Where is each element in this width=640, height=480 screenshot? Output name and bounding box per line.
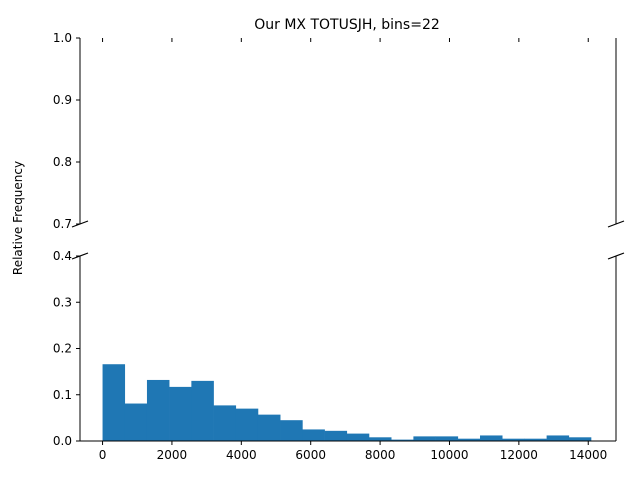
x-tick-label: 4000 — [226, 448, 257, 462]
histogram-bar — [346, 433, 370, 441]
y-tick-label: 0.3 — [53, 295, 72, 309]
y-tick-label: 0.1 — [53, 388, 72, 402]
x-tick-label: 8000 — [365, 448, 396, 462]
histogram-bar — [324, 430, 348, 441]
histogram-bar — [480, 435, 503, 441]
histogram-bar — [235, 408, 259, 441]
histogram-bar — [213, 405, 237, 441]
y-tick-label: 0.7 — [53, 217, 72, 231]
histogram-bar — [124, 403, 148, 441]
chart-title: Our MX TOTUSJH, bins=22 — [254, 17, 440, 33]
histogram-bar — [302, 429, 325, 441]
histogram-bar — [524, 438, 547, 441]
y-axis-label: Relative Frequency — [11, 161, 25, 275]
x-tick-label: 2000 — [157, 448, 188, 462]
histogram-bar — [435, 436, 459, 441]
histogram-bar — [257, 414, 281, 441]
break-mark — [71, 220, 89, 228]
histogram-bar — [169, 386, 192, 441]
histogram-bar — [568, 437, 592, 441]
y-tick-label: 0.9 — [53, 93, 72, 107]
histogram-bar — [546, 435, 570, 441]
axis-break-marks — [71, 220, 625, 260]
histogram-bar — [391, 439, 414, 441]
histogram-bar — [413, 436, 436, 441]
histogram-bar — [102, 364, 126, 441]
x-tick-label: 0 — [99, 448, 107, 462]
y-tick-label: 0.4 — [53, 249, 72, 263]
x-tick-label: 10000 — [430, 448, 468, 462]
histogram-bar — [280, 420, 303, 441]
x-tick-label: 12000 — [500, 448, 538, 462]
top-panel: 0.7 0.8 0.9 1.0 — [53, 31, 617, 231]
break-mark — [71, 252, 89, 260]
x-tick-label: 6000 — [295, 448, 326, 462]
histogram-bar — [146, 379, 170, 441]
break-mark — [607, 220, 625, 228]
histogram-bar — [368, 437, 392, 441]
x-tick-label: 14000 — [569, 448, 607, 462]
y-tick-label: 0.0 — [53, 434, 72, 448]
y-tick-label: 1.0 — [53, 31, 72, 45]
histogram-bar — [191, 380, 214, 441]
histogram-bar — [457, 438, 481, 441]
break-mark — [607, 252, 625, 260]
bottom-panel: 0.0 0.1 0.2 0.3 0.4 0 2000 4000 6000 8000 10000 120… — [53, 249, 617, 462]
histogram-bar — [502, 438, 525, 441]
y-tick-label: 0.2 — [53, 342, 72, 356]
y-tick-label: 0.8 — [53, 155, 72, 169]
